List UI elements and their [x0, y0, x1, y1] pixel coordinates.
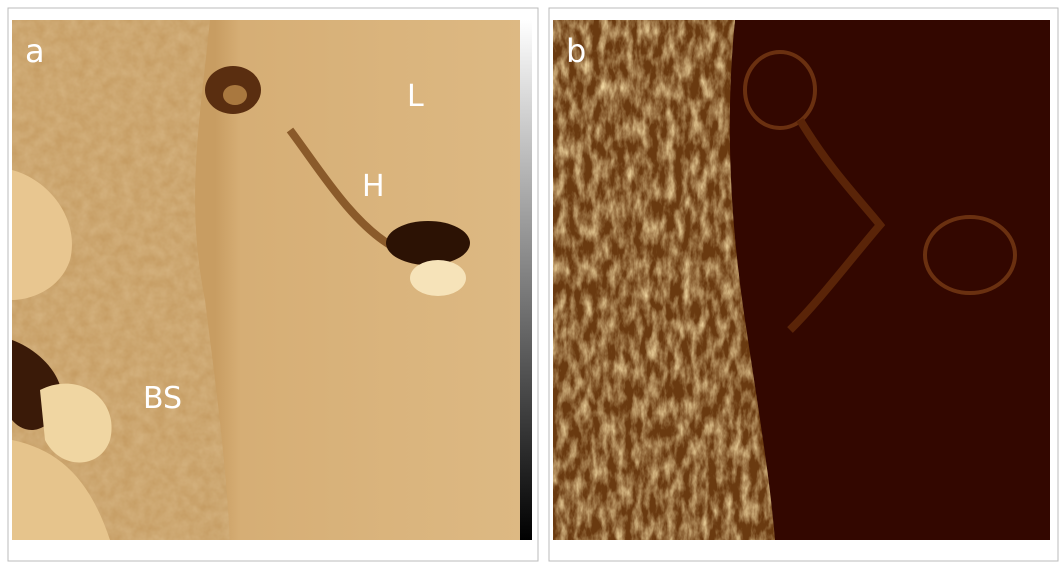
panel-a: a L H BS — [8, 8, 538, 561]
color-bar — [520, 20, 532, 540]
annotation: L — [407, 79, 424, 114]
dark-feature — [386, 221, 470, 265]
page: a L H BS b (() => { const data = JSON.pa… — [0, 0, 1061, 566]
panel-b: b — [549, 8, 1058, 561]
panel-label: a — [25, 32, 45, 70]
light-feature — [410, 260, 466, 296]
figure: a L H BS b — [0, 0, 1061, 566]
feature — [223, 85, 247, 105]
annotation: BS — [143, 381, 182, 416]
annotation: H — [362, 169, 385, 204]
panel-label: b — [566, 32, 586, 70]
